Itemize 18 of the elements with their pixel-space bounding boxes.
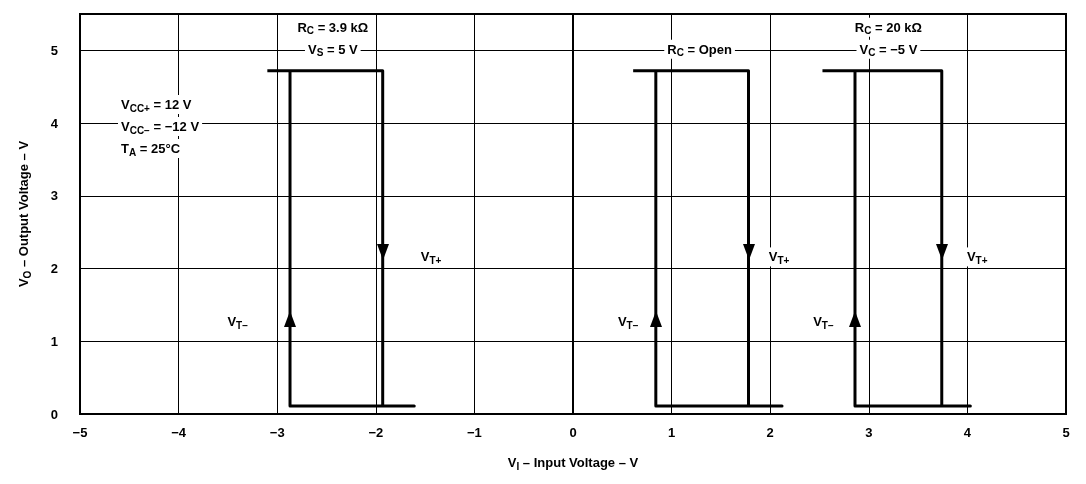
x-tick-label: 2 xyxy=(766,425,774,440)
y-tick-label: 3 xyxy=(50,188,58,204)
x-tick-label: −3 xyxy=(269,425,285,440)
y-tick-label: 4 xyxy=(50,115,59,131)
x-tick-label: −1 xyxy=(466,425,482,440)
x-tick-label: 0 xyxy=(569,425,577,440)
x-tick-label: −5 xyxy=(72,425,88,440)
x-tick-label: −4 xyxy=(171,425,187,440)
y-axis-title: VO – Output Voltage – V xyxy=(16,140,33,288)
y-tick-label: 2 xyxy=(50,261,58,277)
y-tick-label: 0 xyxy=(50,406,58,422)
y-tick-label: 1 xyxy=(50,333,58,349)
x-tick-label: 3 xyxy=(865,425,873,440)
x-tick-label: 5 xyxy=(1062,425,1070,440)
x-tick-label: −2 xyxy=(368,425,384,440)
y-tick-label: 5 xyxy=(50,42,58,58)
x-tick-label: 1 xyxy=(667,425,676,440)
x-tick-label: 4 xyxy=(963,425,972,440)
